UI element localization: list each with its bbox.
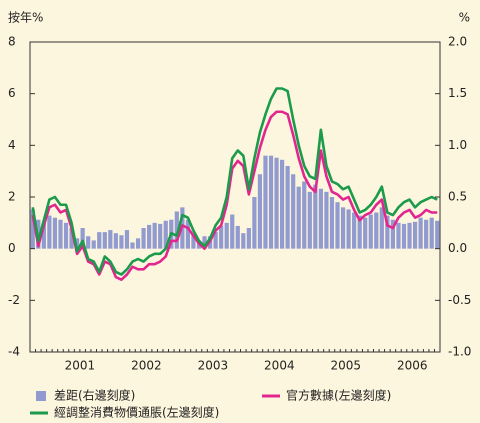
bar	[113, 233, 118, 249]
bar	[352, 212, 357, 249]
legend-label: 官方數據(左邊刻度)	[286, 388, 391, 403]
bar	[63, 222, 69, 249]
bar	[390, 219, 396, 249]
bar	[335, 202, 340, 249]
bar	[263, 155, 268, 249]
bar	[152, 222, 157, 249]
legend-label: 經調整消費物價通脹(左邊刻度)	[54, 405, 219, 420]
bar	[52, 217, 58, 249]
bar	[185, 219, 191, 249]
bar	[241, 233, 246, 249]
bar	[302, 181, 307, 249]
bar	[119, 235, 124, 249]
y-tick-label: 8	[8, 35, 16, 49]
bar	[219, 225, 224, 249]
bar	[285, 166, 290, 249]
x-tick-label: 2001	[65, 359, 96, 373]
bar	[235, 225, 240, 249]
bar	[230, 214, 235, 249]
bar	[324, 191, 329, 249]
bar	[224, 222, 229, 249]
bar	[141, 228, 146, 249]
bar	[313, 184, 318, 249]
bar	[412, 221, 418, 249]
bar	[86, 236, 91, 249]
y-tick-label: 6	[8, 86, 16, 100]
bar	[97, 232, 102, 249]
bar	[418, 217, 423, 249]
bar	[74, 238, 80, 249]
x-tick-label: 2006	[397, 359, 428, 373]
bar	[91, 240, 96, 249]
x-tick-label: 2002	[131, 359, 162, 373]
plot-frame	[29, 41, 441, 353]
bar	[41, 222, 46, 249]
bar	[374, 212, 379, 249]
bar	[363, 217, 368, 249]
bar	[80, 228, 85, 249]
bar	[135, 238, 141, 249]
y2-tick-label: 2.0	[448, 35, 467, 49]
bar	[318, 188, 323, 249]
bar	[346, 209, 351, 249]
bar	[385, 215, 390, 249]
y-tick-label: 4	[8, 138, 16, 152]
legend-label: 差距(右邊刻度)	[54, 388, 135, 403]
bar	[357, 215, 362, 249]
bar	[307, 191, 312, 249]
bar	[191, 234, 196, 249]
bar	[102, 232, 107, 249]
bar	[340, 207, 346, 249]
bar	[424, 219, 429, 249]
bar	[252, 197, 257, 249]
bar	[296, 186, 301, 249]
bar	[396, 222, 401, 249]
x-tick-label: 2005	[331, 359, 362, 373]
bar	[108, 230, 113, 249]
bar	[291, 174, 296, 249]
bar	[124, 230, 130, 249]
y2-tick-label: 0.5	[448, 190, 467, 204]
y2-tick-label: 1.5	[448, 86, 467, 100]
x-tick-label: 2003	[198, 359, 229, 373]
bar	[329, 197, 335, 249]
bar	[279, 159, 285, 249]
bar	[379, 207, 384, 249]
y2-tick-label: 0.0	[448, 241, 467, 255]
x-tick-label: 2004	[264, 359, 295, 373]
bar	[130, 242, 135, 249]
bar	[274, 157, 279, 249]
bar	[257, 174, 263, 249]
bar	[268, 155, 274, 249]
legend-swatch	[36, 391, 46, 401]
bar	[429, 217, 434, 249]
bar	[147, 224, 152, 249]
bar	[158, 223, 163, 249]
y2-tick-label: -1.0	[448, 345, 471, 359]
bar	[30, 209, 35, 249]
y2-tick-label: 1.0	[448, 138, 467, 152]
bar	[368, 214, 373, 249]
bar	[69, 228, 74, 249]
line	[31, 87, 438, 276]
bar	[407, 222, 412, 249]
y-tick-label: 0	[8, 241, 16, 255]
bar	[47, 215, 52, 249]
bar	[213, 232, 218, 249]
y-tick-label: 2	[8, 190, 16, 204]
bar	[202, 236, 207, 249]
bar	[58, 219, 63, 249]
bar	[246, 228, 251, 249]
y-tick-label: -2	[8, 293, 20, 307]
y2-tick-label: -0.5	[448, 293, 471, 307]
bar	[174, 211, 179, 249]
y-axis-title: 按年%	[8, 11, 43, 25]
bar	[401, 223, 407, 249]
y2-axis-title: %	[459, 11, 470, 25]
bar	[163, 220, 168, 249]
bar	[435, 220, 440, 249]
y-tick-label: -4	[8, 345, 20, 359]
